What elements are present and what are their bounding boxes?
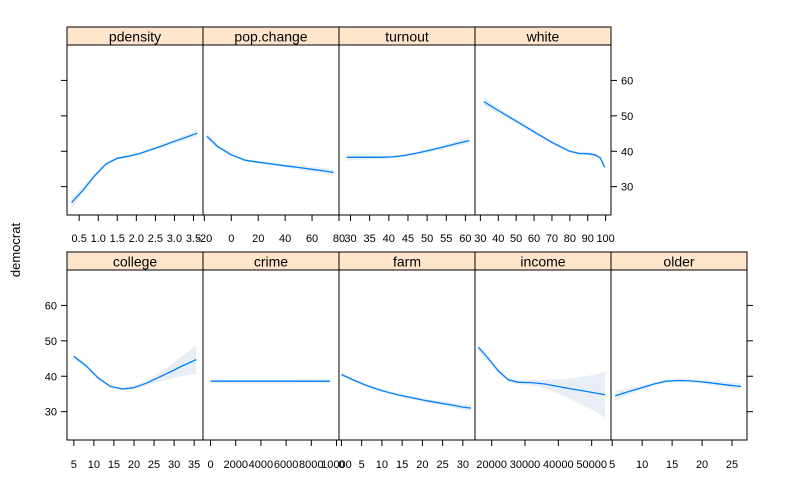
- x-tick-label-pop-change: 60: [306, 233, 318, 245]
- series-line-older: [615, 379, 742, 397]
- strip-label-older: older: [663, 254, 694, 270]
- strip-label-college: college: [113, 254, 158, 270]
- x-tick-label-white: 70: [546, 233, 558, 245]
- x-tick-label-turnout: 30: [344, 233, 356, 245]
- x-tick-label-college: 20: [128, 459, 140, 471]
- x-tick-label-farm: 15: [396, 459, 408, 471]
- x-tick-label-older: 20: [696, 459, 708, 471]
- x-tick-label-farm: 25: [436, 459, 448, 471]
- x-tick-label-pdensity: 3.0: [167, 233, 182, 245]
- x-tick-label-pdensity: 1.5: [110, 233, 125, 245]
- strip-older: [610, 251, 748, 271]
- strip-label-farm: farm: [393, 254, 421, 270]
- series-line-income: [477, 346, 606, 396]
- x-tick-label-college: 25: [148, 459, 160, 471]
- strip-label-turnout: turnout: [385, 29, 429, 45]
- y-axis-label: democrat: [8, 223, 23, 278]
- x-tick-label-pdensity: 2.5: [148, 233, 163, 245]
- x-tick-label-white: 60: [528, 233, 540, 245]
- x-tick-label-white: 30: [474, 233, 486, 245]
- panel-strips: pdensity pop.change turnout white college cri…: [66, 26, 748, 271]
- strip-label-pdensity: pdensity: [109, 29, 161, 45]
- series-line-college: [73, 355, 197, 390]
- band-older: [615, 379, 741, 401]
- x-tick-label-older: 5: [609, 459, 615, 471]
- x-tick-label-college: 10: [88, 459, 100, 471]
- x-tick-label-pop-change: 40: [279, 233, 291, 245]
- x-tick-label-turnout: 55: [440, 233, 452, 245]
- band-pdensity: [71, 129, 198, 208]
- x-tick-label-farm: 10: [376, 459, 388, 471]
- x-tick-label-college: 35: [188, 459, 200, 471]
- series-line-pop-change: [206, 135, 334, 174]
- x-tick-label-older: 15: [666, 459, 678, 471]
- series-line-farm: [341, 373, 472, 409]
- x-tick-label-crime: 6000: [274, 459, 298, 471]
- strip-white: [474, 26, 612, 46]
- panel-frames: [66, 44, 748, 441]
- band-white: [483, 97, 605, 171]
- x-tick-label-white: 80: [564, 233, 576, 245]
- x-tick-label-crime: 8000: [299, 459, 323, 471]
- y-tick-label: 50: [621, 111, 633, 123]
- x-tick-label-crime: 2000: [223, 459, 247, 471]
- series-line-white: [483, 101, 606, 168]
- x-tick-label-turnout: 35: [364, 233, 376, 245]
- strip-label-pop-change: pop.change: [234, 29, 307, 45]
- y-tick-label: 40: [45, 371, 57, 383]
- x-tick-label-pdensity: 1.0: [91, 233, 106, 245]
- x-tick-label-farm: 30: [457, 459, 469, 471]
- x-tick-label-crime: 4000: [249, 459, 273, 471]
- band-pop-change: [207, 132, 334, 176]
- x-tick-label-pdensity: 0.5: [72, 233, 87, 245]
- band-college: [73, 345, 197, 391]
- strip-label-crime: crime: [254, 254, 288, 270]
- band-farm: [341, 372, 471, 412]
- x-tick-label-white: 40: [492, 233, 504, 245]
- x-tick-label-college: 15: [108, 459, 120, 471]
- y-tick-label: 50: [45, 336, 57, 348]
- x-tick-label-white: 90: [582, 233, 594, 245]
- x-tick-label-crime: 10000: [321, 459, 352, 471]
- y-tick-label: 40: [621, 146, 633, 158]
- x-tick-label-income: 50000: [576, 459, 607, 471]
- x-tick-label-income: 20000: [476, 459, 507, 471]
- axis-ticks: 0.5 1.0 1.5 2.0 2.5 3.0 3.5-20 0 20 40 60 80 30 35 40 4…: [45, 75, 753, 471]
- y-tick-label: 60: [621, 75, 633, 87]
- x-tick-label-older: 25: [726, 459, 738, 471]
- x-tick-label-farm: 20: [416, 459, 428, 471]
- x-tick-label-farm: 5: [359, 459, 365, 471]
- series-line-pdensity: [71, 132, 198, 204]
- y-tick-label: 60: [45, 300, 57, 312]
- x-tick-label-pop-change: 20: [252, 233, 264, 245]
- x-tick-label-farm: 0: [338, 459, 344, 471]
- x-tick-label-college: 5: [71, 459, 77, 471]
- x-tick-label-white: 50: [510, 233, 522, 245]
- x-tick-label-college: 30: [168, 459, 180, 471]
- x-tick-label-older: 10: [636, 459, 648, 471]
- y-tick-label: 30: [45, 407, 57, 419]
- x-tick-label-pop-change: 0: [228, 233, 234, 245]
- x-tick-label-turnout: 40: [383, 233, 395, 245]
- x-tick-label-crime: 0: [207, 459, 213, 471]
- x-tick-label-turnout: 60: [459, 233, 471, 245]
- x-tick-label-income: 40000: [543, 459, 574, 471]
- strip-label-white: white: [526, 29, 560, 45]
- x-tick-label-pdensity: 2.0: [129, 233, 144, 245]
- row-frame-2: [66, 269, 748, 441]
- band-turnout: [346, 137, 470, 161]
- x-tick-label-white: 100: [596, 233, 614, 245]
- x-tick-label-income: 30000: [510, 459, 541, 471]
- y-tick-label: 30: [621, 182, 633, 194]
- x-tick-label-turnout: 45: [402, 233, 414, 245]
- series-lines: [71, 101, 742, 409]
- series-line-turnout: [346, 139, 470, 158]
- x-tick-label-pop-change: 80: [333, 233, 345, 245]
- x-tick-label-pop-change: -20: [196, 233, 212, 245]
- x-tick-label-turnout: 50: [421, 233, 433, 245]
- strip-label-income: income: [520, 254, 565, 270]
- band-income: [478, 343, 605, 418]
- x-tick-label-pdensity: 3.5: [186, 233, 201, 245]
